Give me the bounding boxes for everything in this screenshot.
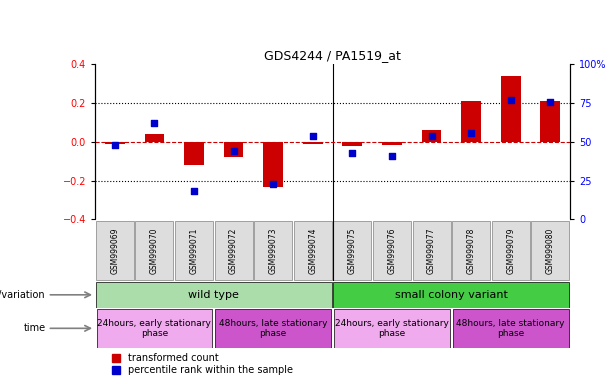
Bar: [135, 220, 173, 280]
Legend: transformed count, percentile rank within the sample: transformed count, percentile rank withi…: [112, 353, 292, 375]
Text: GSM999077: GSM999077: [427, 227, 436, 273]
Point: [466, 129, 476, 136]
Text: GSM999079: GSM999079: [506, 227, 515, 273]
Text: GSM999074: GSM999074: [308, 227, 318, 273]
Bar: [492, 220, 530, 280]
Text: GSM999071: GSM999071: [189, 227, 199, 273]
Title: GDS4244 / PA1519_at: GDS4244 / PA1519_at: [264, 49, 401, 62]
Bar: [96, 220, 134, 280]
Point: [308, 132, 318, 139]
Text: wild type: wild type: [188, 290, 239, 300]
Bar: [303, 142, 322, 144]
Bar: [224, 142, 243, 157]
Bar: [215, 220, 253, 280]
Bar: [461, 101, 481, 142]
Point: [506, 97, 516, 103]
Text: GSM999080: GSM999080: [546, 227, 555, 273]
Bar: [333, 282, 569, 308]
Text: 24hours, early stationary
phase: 24hours, early stationary phase: [97, 319, 211, 338]
Text: GSM999078: GSM999078: [466, 227, 476, 273]
Bar: [531, 220, 569, 280]
Bar: [145, 134, 164, 142]
Bar: [105, 142, 124, 144]
Point: [268, 180, 278, 187]
Bar: [453, 309, 568, 348]
Bar: [97, 309, 212, 348]
Text: genotype/variation: genotype/variation: [0, 290, 45, 300]
Bar: [541, 101, 560, 142]
Text: GSM999072: GSM999072: [229, 227, 238, 273]
Point: [387, 153, 397, 159]
Text: small colony variant: small colony variant: [395, 290, 508, 300]
Text: 48hours, late stationary
phase: 48hours, late stationary phase: [219, 319, 327, 338]
Bar: [343, 142, 362, 146]
Text: GSM999075: GSM999075: [348, 227, 357, 273]
Point: [150, 120, 159, 126]
Text: GSM999073: GSM999073: [268, 227, 278, 273]
Bar: [263, 142, 283, 187]
Point: [348, 150, 357, 156]
Point: [427, 132, 436, 139]
Bar: [294, 220, 332, 280]
Bar: [501, 76, 520, 142]
Bar: [215, 309, 331, 348]
Text: 24hours, early stationary
phase: 24hours, early stationary phase: [335, 319, 449, 338]
Text: GSM999069: GSM999069: [110, 227, 120, 273]
Text: 48hours, late stationary
phase: 48hours, late stationary phase: [457, 319, 565, 338]
Bar: [452, 220, 490, 280]
Bar: [413, 220, 451, 280]
Bar: [96, 282, 332, 308]
Bar: [184, 142, 204, 165]
Bar: [382, 142, 402, 145]
Text: GSM999070: GSM999070: [150, 227, 159, 273]
Bar: [334, 309, 450, 348]
Point: [546, 98, 555, 104]
Bar: [333, 220, 371, 280]
Text: time: time: [23, 323, 45, 333]
Bar: [254, 220, 292, 280]
Bar: [373, 220, 411, 280]
Point: [189, 188, 199, 194]
Bar: [422, 130, 441, 142]
Point: [110, 142, 120, 148]
Text: GSM999076: GSM999076: [387, 227, 397, 273]
Point: [229, 148, 238, 154]
Bar: [175, 220, 213, 280]
